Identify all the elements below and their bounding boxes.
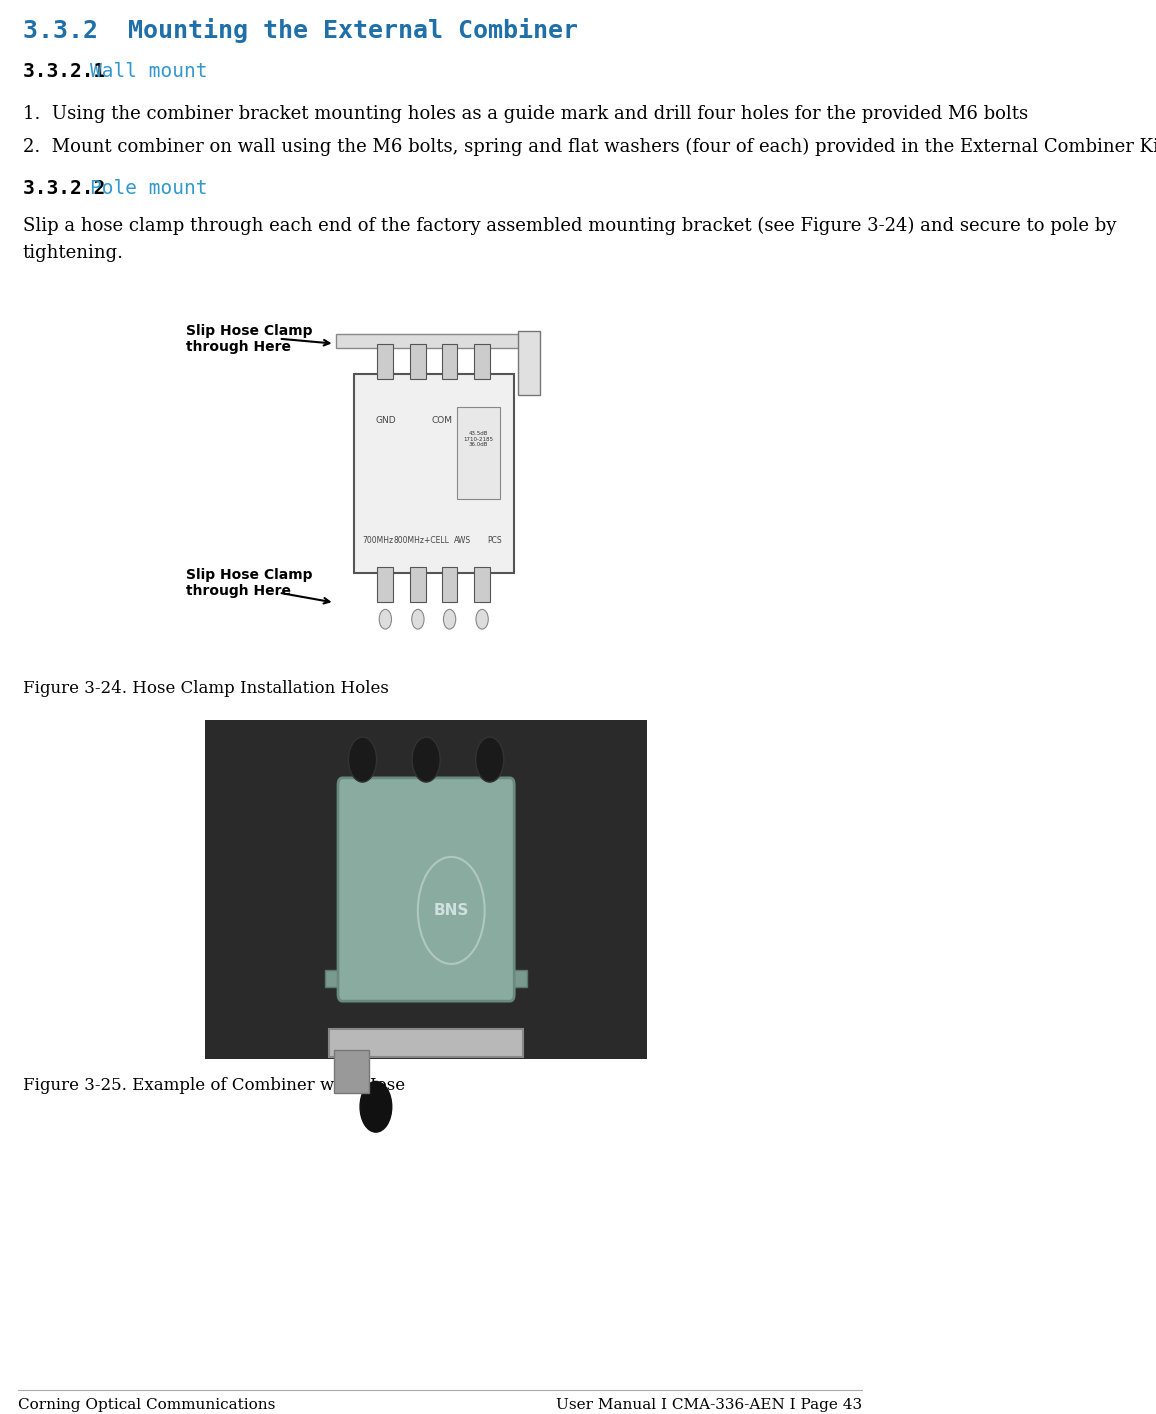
Text: User Manual I CMA-336-AEN I Page 43: User Manual I CMA-336-AEN I Page 43 (556, 1397, 862, 1411)
Text: 800MHz+CELL: 800MHz+CELL (393, 536, 449, 544)
Circle shape (348, 737, 377, 782)
Bar (378, 344, 393, 379)
Bar (325, 970, 527, 987)
FancyBboxPatch shape (338, 778, 514, 1001)
Text: Wall mount: Wall mount (90, 62, 207, 81)
Circle shape (412, 609, 424, 629)
Text: 43.5dB
1710-2185
36.0dB: 43.5dB 1710-2185 36.0dB (464, 431, 494, 447)
Text: Slip a hose clamp through each end of the factory assembled mounting bracket (se: Slip a hose clamp through each end of th… (23, 218, 1117, 235)
Circle shape (379, 609, 392, 629)
Circle shape (412, 737, 440, 782)
Text: 2.  Mount combiner on wall using the M6 bolts, spring and flat washers (four of : 2. Mount combiner on wall using the M6 b… (23, 137, 1156, 156)
Text: 3.3.2.2: 3.3.2.2 (23, 180, 117, 198)
Text: 3.3.2  Mounting the External Combiner: 3.3.2 Mounting the External Combiner (23, 18, 578, 42)
Text: 3.3.2.1: 3.3.2.1 (23, 62, 117, 81)
Text: Slip Hose Clamp
through Here: Slip Hose Clamp through Here (186, 568, 313, 598)
Text: AWS: AWS (454, 536, 470, 544)
Circle shape (476, 609, 488, 629)
Bar (518, 331, 540, 395)
Bar (175, 284, 692, 662)
Bar (329, 1029, 523, 1058)
Text: Figure 3-25. Example of Combiner with Hose: Figure 3-25. Example of Combiner with Ho… (23, 1077, 405, 1094)
Text: BNS: BNS (434, 904, 469, 918)
Text: Pole mount: Pole mount (90, 180, 207, 198)
Text: COM: COM (431, 416, 452, 426)
Bar (474, 344, 490, 379)
Bar (206, 720, 647, 1059)
Text: Figure 3-24. Hose Clamp Installation Holes: Figure 3-24. Hose Clamp Installation Hol… (23, 680, 388, 697)
Bar (354, 373, 513, 573)
Bar (336, 334, 532, 348)
Bar (442, 567, 458, 602)
Text: 1.  Using the combiner bracket mounting holes as a guide mark and drill four hol: 1. Using the combiner bracket mounting h… (23, 105, 1028, 123)
Text: GND: GND (376, 416, 397, 426)
Text: PCS: PCS (487, 536, 502, 544)
Bar (410, 567, 425, 602)
Circle shape (444, 609, 455, 629)
Bar (458, 407, 499, 499)
Text: Corning Optical Communications: Corning Optical Communications (17, 1397, 275, 1411)
Circle shape (417, 857, 484, 964)
Text: Slip Hose Clamp
through Here: Slip Hose Clamp through Here (186, 324, 313, 354)
Bar (378, 567, 393, 602)
Text: tightening.: tightening. (23, 245, 124, 262)
Text: 700MHz: 700MHz (362, 536, 393, 544)
Bar (410, 344, 425, 379)
Circle shape (475, 737, 504, 782)
Bar (474, 567, 490, 602)
Bar (206, 720, 647, 1059)
Circle shape (360, 1082, 392, 1133)
Bar (442, 344, 458, 379)
Bar (334, 1051, 369, 1093)
